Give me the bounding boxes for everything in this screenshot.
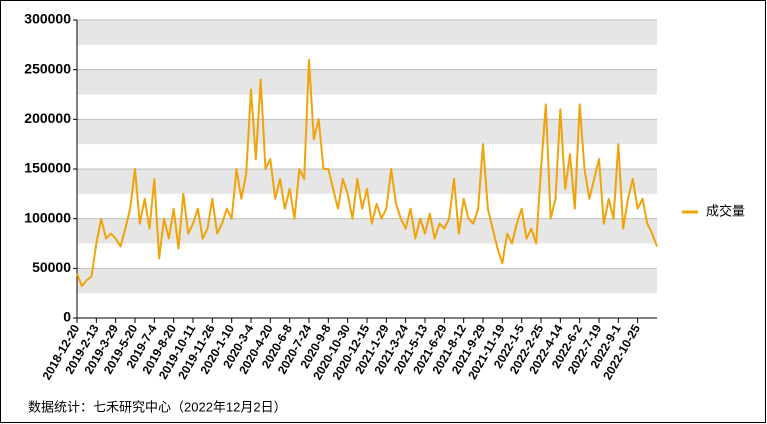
grid-band xyxy=(77,20,657,45)
y-tick-label: 50000 xyxy=(32,259,71,275)
grid-band xyxy=(77,218,657,244)
source-note: 数据统计：七禾研究中心（2022年12月2日） xyxy=(28,399,287,414)
y-tick-label: 300000 xyxy=(24,11,71,27)
y-tick-label: 150000 xyxy=(24,160,71,176)
y-tick-label: 250000 xyxy=(24,60,71,76)
y-tick-label: 0 xyxy=(63,309,71,325)
data-line xyxy=(76,58,658,288)
y-tick-label: 100000 xyxy=(24,209,71,225)
grid-band xyxy=(77,268,657,294)
legend-label: 成交量 xyxy=(706,203,745,218)
grid-band xyxy=(77,69,657,95)
grid-band xyxy=(77,119,657,145)
y-tick-label: 200000 xyxy=(24,110,71,126)
